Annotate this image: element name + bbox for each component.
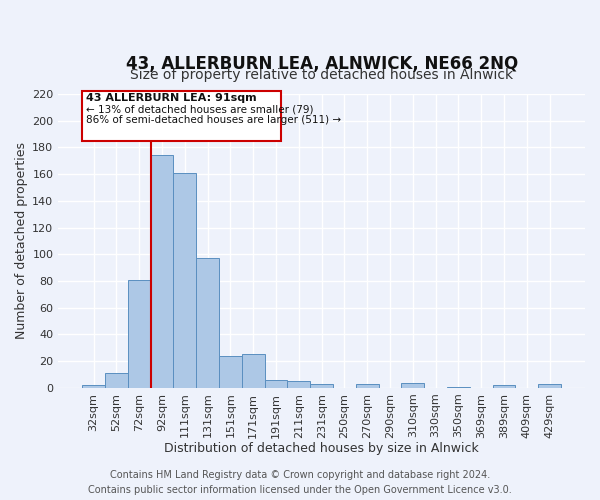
- Bar: [196, 258, 219, 388]
- Text: Contains HM Land Registry data © Crown copyright and database right 2024.
Contai: Contains HM Land Registry data © Crown c…: [88, 470, 512, 495]
- Bar: [265, 380, 287, 388]
- Title: 43, ALLERBURN LEA, ALNWICK, NE66 2NQ: 43, ALLERBURN LEA, ALNWICK, NE66 2NQ: [125, 55, 518, 73]
- Bar: [310, 384, 333, 388]
- X-axis label: Distribution of detached houses by size in Alnwick: Distribution of detached houses by size …: [164, 442, 479, 455]
- Y-axis label: Number of detached properties: Number of detached properties: [15, 142, 28, 340]
- Bar: [242, 354, 265, 388]
- Bar: [105, 373, 128, 388]
- Text: ← 13% of detached houses are smaller (79): ← 13% of detached houses are smaller (79…: [86, 104, 313, 115]
- Bar: [447, 386, 470, 388]
- Bar: [493, 385, 515, 388]
- Bar: [287, 381, 310, 388]
- Bar: [401, 382, 424, 388]
- Text: 86% of semi-detached houses are larger (511) →: 86% of semi-detached houses are larger (…: [86, 116, 341, 126]
- Bar: [356, 384, 379, 388]
- Bar: [538, 384, 561, 388]
- Bar: [151, 156, 173, 388]
- Bar: [219, 356, 242, 388]
- Text: 43 ALLERBURN LEA: 91sqm: 43 ALLERBURN LEA: 91sqm: [86, 92, 256, 102]
- Bar: [128, 280, 151, 388]
- Bar: [82, 385, 105, 388]
- Text: Size of property relative to detached houses in Alnwick: Size of property relative to detached ho…: [130, 68, 513, 82]
- FancyBboxPatch shape: [82, 92, 281, 140]
- Bar: [173, 173, 196, 388]
